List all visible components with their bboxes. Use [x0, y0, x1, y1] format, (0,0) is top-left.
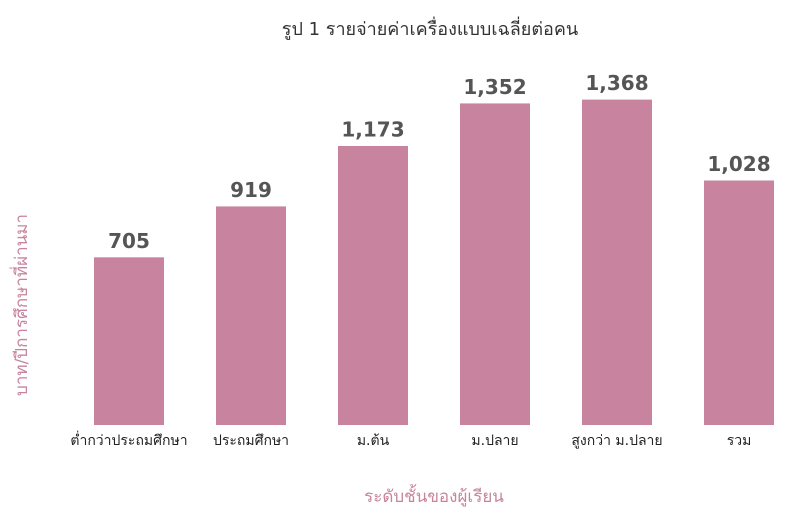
x-tick-label: สูงกว่า ม.ปลาย [571, 433, 662, 449]
bar [460, 103, 530, 425]
value-label: 1,173 [341, 117, 404, 141]
value-label: 919 [230, 178, 272, 202]
bar [704, 180, 774, 425]
x-tick-label: ต่ำกว่าประถมศึกษา [70, 431, 187, 449]
x-axis-title: ระดับชั้นของผู้เรียน [364, 484, 504, 507]
bar [338, 145, 408, 425]
bar [94, 257, 164, 425]
bar [216, 206, 286, 425]
x-tick-label: รวม [727, 433, 752, 449]
x-tick-label: ประถมศึกษา [213, 433, 289, 449]
chart-title: รูป 1 รายจ่ายค่าเครื่องแบบเฉลี่ยต่อคน [282, 16, 578, 40]
x-tick-label: ม.ต้น [357, 433, 390, 449]
bar [582, 99, 652, 426]
value-label: 1,368 [585, 71, 648, 95]
y-axis-title: บาท/ปีการศึกษาที่ผ่านมา [9, 214, 32, 396]
value-label: 705 [108, 229, 150, 253]
x-tick-label: ม.ปลาย [471, 433, 518, 449]
value-label: 1,028 [707, 152, 770, 176]
value-label: 1,352 [463, 75, 526, 99]
